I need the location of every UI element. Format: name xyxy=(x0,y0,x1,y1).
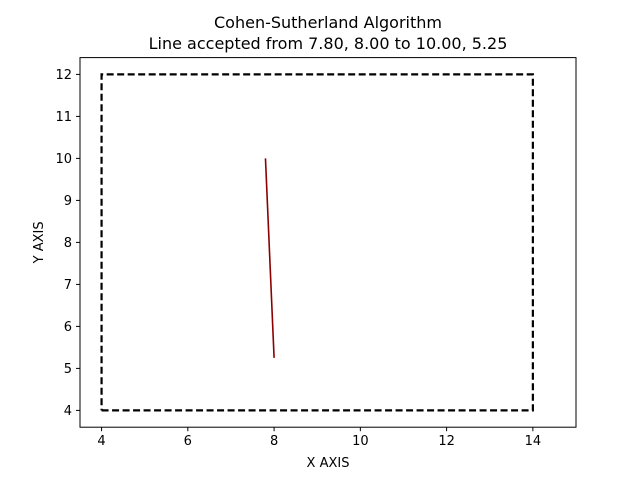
y-tick-label: 11 xyxy=(55,110,72,125)
x-tick-label: 8 xyxy=(270,434,278,449)
y-axis-label: Y AXIS xyxy=(32,221,47,264)
x-tick-label: 6 xyxy=(184,434,192,449)
y-tick-label: 8 xyxy=(64,236,72,251)
accepted-line-segment xyxy=(264,158,275,358)
y-tick-label: 9 xyxy=(64,194,72,209)
y-tick-label: 4 xyxy=(64,404,72,419)
clip-window-rect xyxy=(100,73,534,412)
chart-title: Cohen-Sutherland Algorithm xyxy=(214,13,442,32)
y-tick-label: 12 xyxy=(55,68,72,83)
y-tick-label: 6 xyxy=(64,320,72,335)
chart-subtitle: Line accepted from 7.80, 8.00 to 10.00, … xyxy=(149,34,508,53)
axes-frame xyxy=(79,57,577,428)
x-tick-label: 4 xyxy=(97,434,105,449)
plot-area xyxy=(100,73,534,412)
x-tick-label: 12 xyxy=(438,434,455,449)
y-tick-label: 5 xyxy=(64,362,72,377)
x-axis-label: X AXIS xyxy=(307,456,350,471)
y-tick-label: 10 xyxy=(55,152,72,167)
axis-ticks: 4 6 8 10 12 14 4 5 6 7 8 9 10 11 12 xyxy=(55,68,541,449)
x-tick-label: 14 xyxy=(525,434,542,449)
y-tick-label: 7 xyxy=(64,278,72,293)
x-tick-label: 10 xyxy=(352,434,369,449)
